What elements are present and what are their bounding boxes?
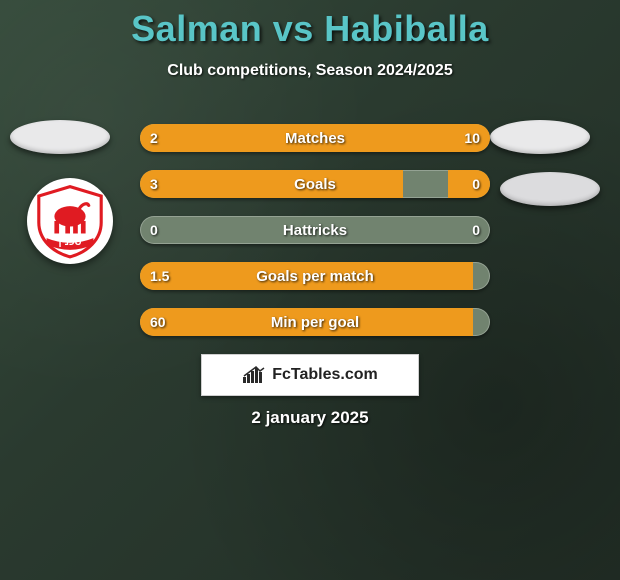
- stat-right-segment: [200, 124, 491, 152]
- stat-row: Matches210: [140, 124, 490, 152]
- stat-row: Goals per match1.5: [140, 262, 490, 290]
- stat-right-value: 0: [472, 216, 480, 244]
- stat-mid-segment: [473, 262, 491, 290]
- stat-left-segment: [140, 308, 473, 336]
- stat-right-value: 0: [472, 170, 480, 198]
- stat-left-segment: [140, 170, 403, 198]
- stat-mid-segment: [140, 216, 490, 244]
- stat-right-value: 10: [464, 124, 480, 152]
- player-right-avatar: [490, 120, 590, 154]
- stat-left-value: 60: [150, 308, 166, 336]
- brand-watermark: FcTables.com: [201, 354, 419, 396]
- club-right-placeholder: [500, 172, 600, 206]
- stat-left-value: 1.5: [150, 262, 169, 290]
- player-left-avatar: [10, 120, 110, 154]
- stat-left-segment: [140, 124, 200, 152]
- stat-row: Hattricks00: [140, 216, 490, 244]
- page-title: Salman vs Habiballa: [0, 0, 620, 50]
- stat-row: Goals30: [140, 170, 490, 198]
- stat-row: Min per goal60: [140, 308, 490, 336]
- club-badge-label: סכנין: [58, 237, 81, 248]
- comparison-bars: Matches210Goals30Hattricks00Goals per ma…: [140, 124, 490, 354]
- stat-left-value: 0: [150, 216, 158, 244]
- stat-mid-segment: [473, 308, 491, 336]
- club-left-badge: סכנין: [27, 178, 113, 264]
- stat-right-segment: [448, 170, 490, 198]
- infographic: Salman vs Habiballa Club competitions, S…: [0, 0, 620, 580]
- stat-left-value: 3: [150, 170, 158, 198]
- bar-chart-icon: [242, 365, 266, 385]
- stat-left-segment: [140, 262, 473, 290]
- stat-left-value: 2: [150, 124, 158, 152]
- brand-text: FcTables.com: [272, 366, 378, 384]
- subtitle: Club competitions, Season 2024/2025: [0, 62, 620, 80]
- stat-mid-segment: [403, 170, 449, 198]
- club-crest-icon: סכנין: [31, 182, 109, 260]
- date-label: 2 january 2025: [0, 408, 620, 428]
